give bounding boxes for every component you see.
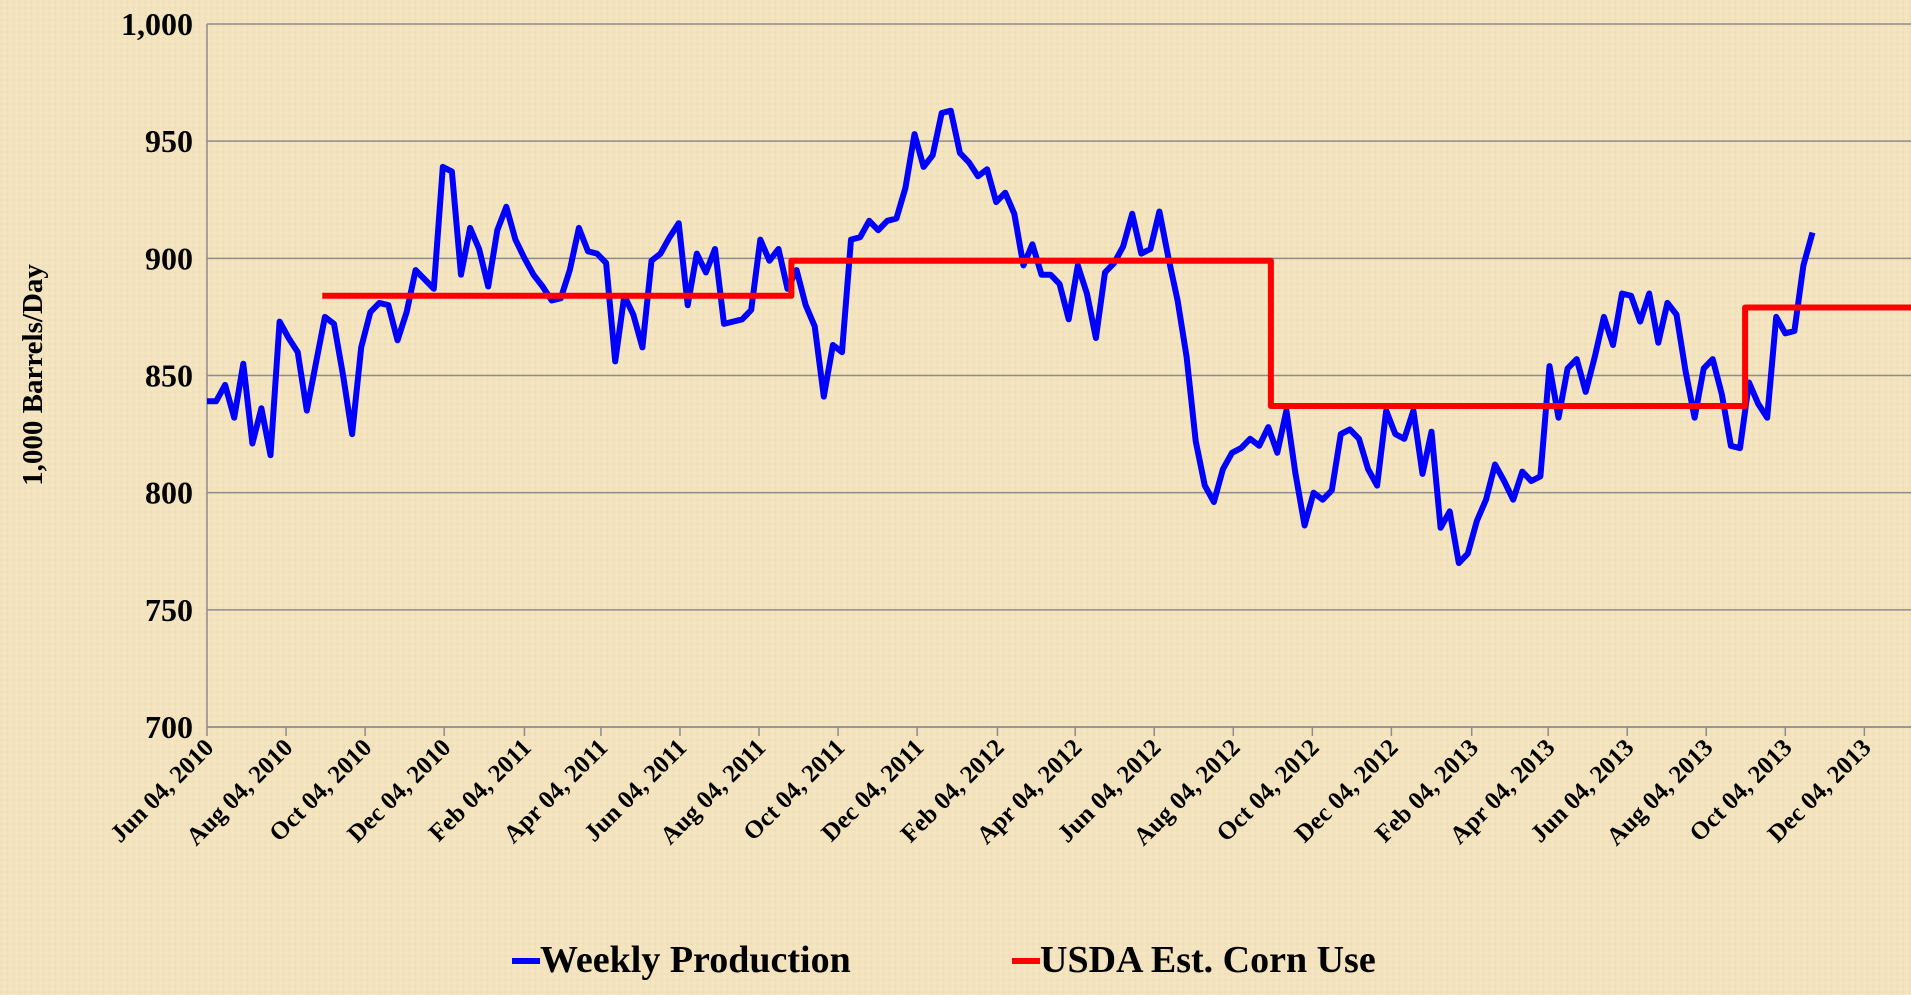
legend-label: Weekly Production [540,939,851,981]
y-tick-label: 1,000 [121,6,193,42]
y-tick-label: 800 [145,475,193,511]
y-axis-label: 1,000 Barrels/Day [17,264,49,486]
series-line [207,107,1816,566]
y-tick-label: 950 [145,123,193,159]
y-tick-label: 750 [145,592,193,628]
series-line [322,257,1911,409]
y-tick-label: 700 [145,709,193,745]
y-tick-label: 850 [145,358,193,394]
legend-label: USDA Est. Corn Use [1040,939,1376,981]
y-tick-label: 900 [145,240,193,276]
